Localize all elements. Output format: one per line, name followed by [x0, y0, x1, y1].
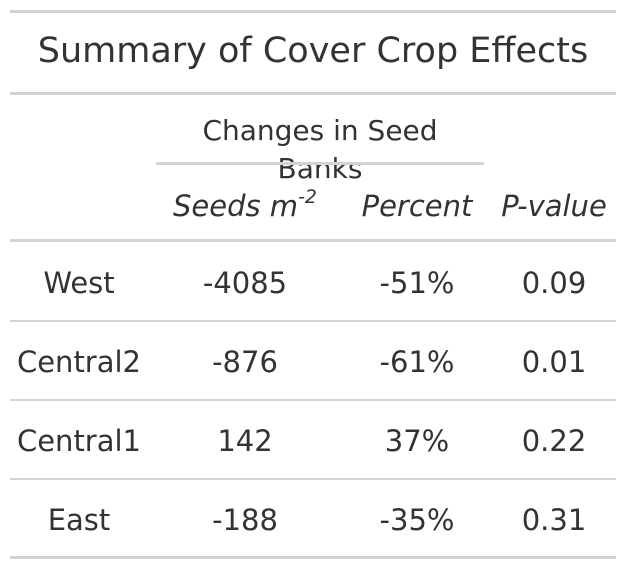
row-site-label: Central2 [16, 345, 142, 379]
row-divider [10, 320, 616, 322]
table-title: Summary of Cover Crop Effects [37, 31, 589, 71]
row-pvalue-value: 0.01 [521, 345, 587, 379]
row-pvalue-value: 0.09 [521, 266, 587, 300]
row-site-label: Central1 [16, 424, 142, 458]
column-header-percent: Percent [361, 189, 473, 223]
row-pvalue-value: 0.22 [521, 424, 587, 458]
row-seeds-value: -876 [212, 345, 278, 379]
row-percent-value: -51% [379, 266, 455, 300]
column-header-pvalue: P-value [501, 189, 607, 223]
title-divider [10, 92, 616, 95]
row-pvalue-value: 0.31 [521, 503, 587, 537]
column-header-seeds: Seeds m-2 [165, 186, 325, 226]
row-percent-value: -61% [379, 345, 455, 379]
column-spanner-label: Changes in Seed Banks [202, 114, 438, 185]
seeds-header-base: Seeds m [172, 189, 299, 223]
row-divider [10, 478, 616, 480]
bottom-border [10, 556, 616, 559]
seeds-header-exponent: -2 [298, 186, 318, 208]
row-seeds-value: -4085 [202, 266, 288, 300]
spanner-underline [156, 162, 484, 165]
header-divider [10, 239, 616, 242]
row-site-label: West [43, 266, 115, 300]
row-site-label: East [47, 503, 111, 537]
row-seeds-value: 142 [217, 424, 273, 458]
top-border [10, 10, 616, 13]
row-seeds-value: -188 [212, 503, 278, 537]
row-percent-value: 37% [384, 424, 450, 458]
row-percent-value: -35% [379, 503, 455, 537]
row-divider [10, 399, 616, 401]
